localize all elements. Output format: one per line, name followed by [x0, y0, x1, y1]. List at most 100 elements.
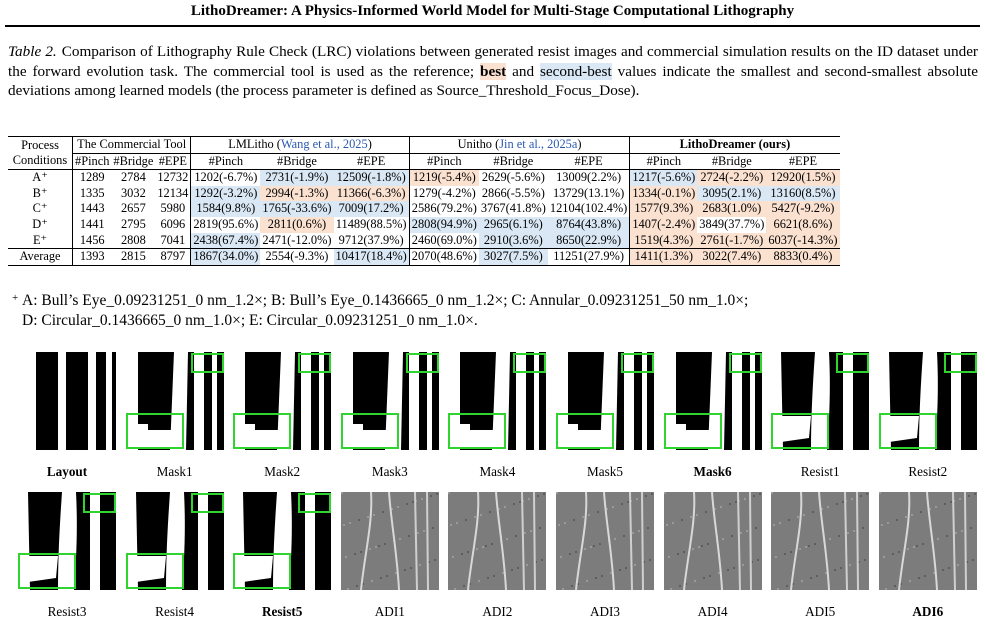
shape — [921, 543, 924, 545]
shape — [487, 577, 490, 579]
shape — [413, 492, 418, 590]
shape — [910, 514, 913, 516]
cell: 2629(-5.6%) — [481, 170, 545, 185]
shape — [777, 588, 780, 590]
shape — [482, 546, 485, 548]
cell: 11366(-6.3%) — [333, 185, 410, 202]
shape — [945, 535, 948, 537]
shape — [407, 535, 410, 537]
cell: 3032 — [120, 185, 146, 200]
cell: 1443 — [72, 201, 112, 217]
shape — [18, 553, 76, 589]
shape — [678, 585, 681, 587]
image-tile — [233, 492, 332, 590]
cell: 2815 — [120, 249, 146, 264]
tile-label: ADI1 — [374, 604, 405, 619]
cell: 1411(1.3%) — [629, 248, 698, 266]
cell: 2808 — [120, 232, 146, 247]
cell: 12509(-1.8%) — [333, 169, 410, 186]
shape — [638, 530, 640, 532]
shape — [619, 569, 621, 571]
shape — [513, 353, 547, 373]
shape — [454, 588, 457, 590]
shape — [862, 527, 865, 529]
shape — [599, 543, 601, 545]
shape — [710, 492, 723, 590]
shape — [891, 553, 894, 555]
column-header: #EPE — [357, 153, 386, 168]
data-row: Average 1393 2815 8797 1867(34.0%) 2554(-9.3%… — [8, 248, 840, 266]
shape — [418, 564, 421, 566]
shape — [801, 580, 804, 582]
shape — [211, 352, 217, 450]
highlight-best: best — [480, 62, 507, 80]
shape — [197, 492, 208, 590]
group-header: The Commercial Tool — [71, 136, 191, 154]
column-header: #EPE — [574, 153, 603, 168]
cell: 1393 — [72, 248, 112, 266]
shape — [597, 511, 599, 513]
shape — [467, 492, 480, 590]
shape — [429, 495, 432, 497]
shape — [515, 535, 518, 537]
cell: 2965(6.1%) — [478, 216, 548, 233]
shape — [629, 492, 633, 590]
shape — [398, 538, 401, 540]
shape — [821, 508, 824, 510]
shape — [478, 580, 481, 582]
shape — [526, 564, 529, 566]
column-header: #Pinch — [72, 153, 112, 170]
shape — [420, 498, 423, 500]
shape — [647, 527, 649, 529]
caption-text: Comparison of Lithography Rule Check (LR… — [8, 43, 978, 80]
shape — [792, 583, 795, 585]
shape — [340, 413, 399, 449]
shape — [233, 553, 292, 589]
cell: 2554(-9.3%) — [265, 249, 329, 264]
shape — [298, 493, 332, 513]
cell: 11251(27.9%) — [553, 249, 624, 264]
shape — [777, 416, 812, 442]
shape — [693, 580, 696, 582]
shape — [621, 503, 623, 505]
shape — [906, 548, 909, 550]
data-row: E⁺ 1456 2808 7041 2438(67.4%) 2471(-12.0%) 971… — [8, 232, 840, 249]
shape — [476, 548, 479, 550]
citation: Jin et al., 2025a — [499, 137, 578, 151]
shape — [856, 492, 860, 590]
shape — [370, 580, 373, 582]
shape — [556, 413, 614, 449]
shape — [586, 580, 588, 582]
shape — [560, 424, 611, 448]
shape — [556, 492, 558, 494]
shape — [405, 503, 408, 505]
shape — [543, 493, 546, 495]
shape — [704, 511, 707, 513]
shape — [571, 585, 573, 587]
shape — [834, 569, 837, 571]
cell: 13009(2.2%) — [556, 170, 622, 185]
shape — [569, 553, 571, 555]
shape — [610, 572, 612, 574]
shape — [756, 559, 759, 561]
shape — [595, 577, 597, 579]
shape — [667, 424, 719, 448]
shape — [641, 492, 644, 590]
cell: 1335 — [72, 185, 112, 202]
shape — [842, 501, 845, 503]
shape — [237, 424, 289, 448]
row-label: D⁺ — [32, 216, 48, 231]
shape — [435, 493, 438, 495]
shape — [918, 352, 938, 450]
shape — [125, 413, 184, 449]
shape — [575, 551, 577, 553]
shape — [844, 492, 849, 590]
shape — [790, 492, 803, 590]
shape — [786, 585, 789, 587]
shape — [533, 492, 537, 590]
tile-label: Resist2 — [908, 464, 948, 479]
shape — [361, 583, 364, 585]
shape — [305, 492, 316, 590]
column-header: #Pinch — [408, 153, 479, 170]
cell: 2586(79.2%) — [408, 201, 479, 217]
